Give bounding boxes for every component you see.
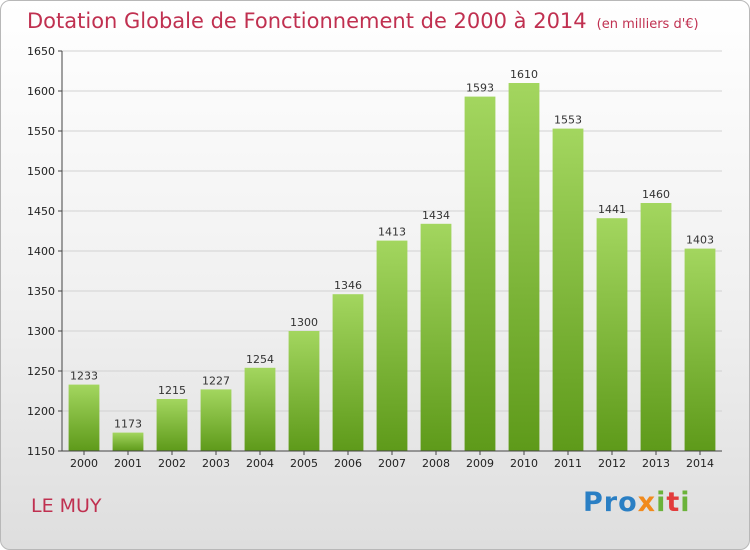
value-label-2003: 1227: [202, 374, 230, 387]
y-axis: 1150 1200 1250 1300 1350 1400 1450 1500 1550 1600…: [27, 45, 63, 458]
bar-2003[interactable]: [200, 389, 232, 451]
y-tick-label: 1150: [27, 445, 55, 458]
x-tick-label-2000: 2000: [70, 457, 98, 470]
value-label-2004: 1254: [246, 353, 274, 366]
value-label-2014: 1403: [686, 234, 714, 247]
bar-2000[interactable]: [68, 384, 100, 451]
y-tick-label: 1200: [27, 405, 55, 418]
bar-2002[interactable]: [156, 399, 188, 451]
x-tick-label-2005: 2005: [290, 457, 318, 470]
value-label-2002: 1215: [158, 384, 186, 397]
y-tick-label: 1500: [27, 165, 55, 178]
value-labels: 1233 1173 1215 1227 1254 1300 1346 1413 1434 1593…: [70, 68, 714, 431]
y-tick-label: 1650: [27, 45, 55, 58]
bar-2011[interactable]: [552, 128, 584, 451]
value-label-2010: 1610: [510, 68, 538, 81]
value-label-2007: 1413: [378, 226, 406, 239]
value-label-2005: 1300: [290, 316, 318, 329]
y-tick-label: 1600: [27, 85, 55, 98]
x-tick-label-2011: 2011: [554, 457, 582, 470]
bar-2014[interactable]: [684, 248, 716, 451]
place-name: LE MUY: [31, 495, 102, 517]
bar-2007[interactable]: [376, 240, 408, 451]
value-label-2013: 1460: [642, 188, 670, 201]
x-tick-label-2013: 2013: [642, 457, 670, 470]
value-label-2012: 1441: [598, 203, 626, 216]
value-label-2006: 1346: [334, 279, 362, 292]
x-tick-label-2002: 2002: [158, 457, 186, 470]
x-tick-label-2004: 2004: [246, 457, 274, 470]
value-label-2000: 1233: [70, 370, 98, 383]
x-tick-label-2010: 2010: [510, 457, 538, 470]
chart-title: Dotation Globale de Fonctionnement de 20…: [27, 9, 699, 33]
y-tick-label: 1250: [27, 365, 55, 378]
value-label-2001: 1173: [114, 418, 142, 431]
bar-2008[interactable]: [420, 223, 452, 451]
y-tick-label: 1350: [27, 285, 55, 298]
bar-2006[interactable]: [332, 294, 364, 451]
bar-2001[interactable]: [112, 432, 144, 451]
proxiti-logo[interactable]: Proxiti: [583, 487, 691, 518]
bar-2004[interactable]: [244, 367, 276, 451]
value-label-2009: 1593: [466, 82, 494, 95]
x-tick-label-2006: 2006: [334, 457, 362, 470]
y-tick-label: 1450: [27, 205, 55, 218]
value-label-2011: 1553: [554, 114, 582, 127]
bars: [68, 83, 716, 451]
x-tick-label-2003: 2003: [202, 457, 230, 470]
value-label-2008: 1434: [422, 209, 450, 222]
bar-2013[interactable]: [640, 203, 672, 451]
bar-2009[interactable]: [464, 96, 496, 451]
bar-2010[interactable]: [508, 83, 540, 451]
x-tick-label-2008: 2008: [422, 457, 450, 470]
title-text: Dotation Globale de Fonctionnement de 20…: [27, 9, 587, 33]
x-tick-label-2009: 2009: [466, 457, 494, 470]
y-tick-label: 1400: [27, 245, 55, 258]
x-axis: 2000 2001 2002 2003 2004 2005 2006 2007 2008 2009…: [62, 450, 722, 470]
x-tick-label-2014: 2014: [686, 457, 714, 470]
y-tick-label: 1550: [27, 125, 55, 138]
y-tick-label: 1300: [27, 325, 55, 338]
x-tick-label-2012: 2012: [598, 457, 626, 470]
bar-2005[interactable]: [288, 331, 320, 451]
bar-2012[interactable]: [596, 218, 628, 451]
x-tick-label-2007: 2007: [378, 457, 406, 470]
unit-note: (en milliers d'€): [596, 17, 699, 32]
x-tick-label-2001: 2001: [114, 457, 142, 470]
